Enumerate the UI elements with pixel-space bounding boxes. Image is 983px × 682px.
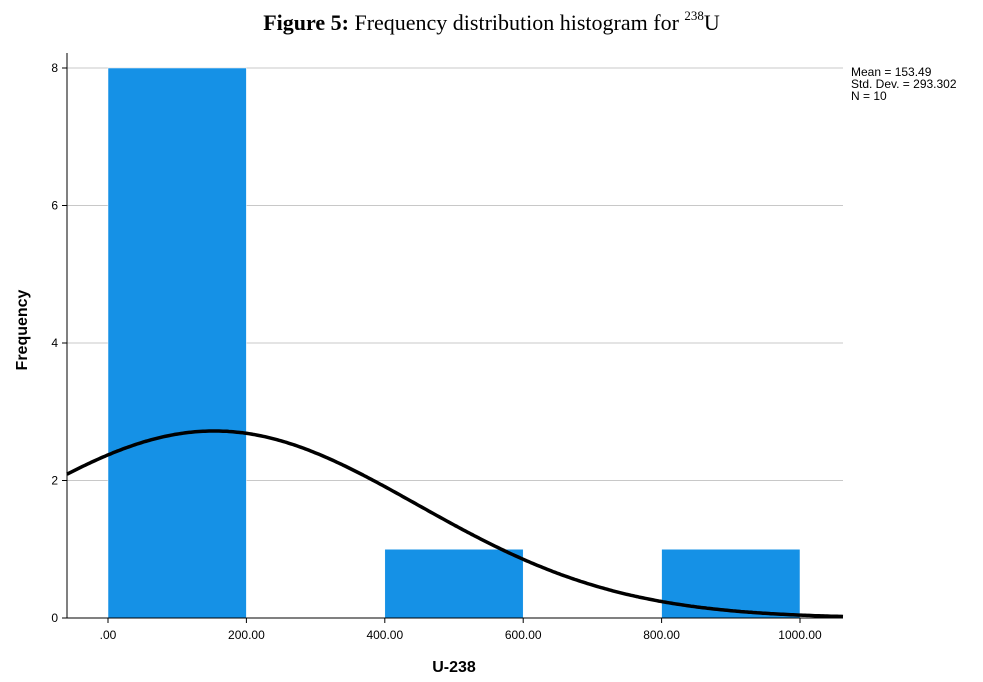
x-tick-label-1: 200.00 [228, 628, 265, 642]
figure-title: Figure 5: Frequency distribution histogr… [0, 8, 983, 36]
figure-caption: Frequency distribution histogram for [354, 10, 679, 35]
y-tick-label-4: 4 [51, 336, 58, 350]
normal-curve [66, 429, 844, 619]
isotope-mass: 238 [684, 8, 704, 23]
x-tick-label-5: 1000.00 [778, 628, 822, 642]
histogram-bar-0 [107, 67, 247, 619]
x-tick-label-4: 800.00 [643, 628, 680, 642]
x-tick-label-3: 600.00 [505, 628, 542, 642]
x-tick-label-2: 400.00 [366, 628, 403, 642]
x-tick-label-0: .00 [100, 628, 117, 642]
histogram-bar-4 [661, 549, 801, 619]
y-axis-title: Frequency [14, 289, 31, 370]
y-tick-label-6: 6 [51, 199, 58, 213]
y-tick-label-2: 2 [51, 474, 58, 488]
y-tick-label-0: 0 [51, 611, 58, 625]
y-tick-label-8: 8 [51, 61, 58, 75]
stats-line-0: Mean = 153.49 [851, 65, 932, 79]
isotope-symbol: U [703, 10, 720, 35]
stats-line-2: N = 10 [851, 89, 887, 103]
stats-line-1: Std. Dev. = 293.302 [851, 77, 957, 91]
axes: 0 2 4 6 8 .00 200.00 400.00 600.00 800.00 1000.00 [51, 53, 843, 642]
x-axis-title: U-238 [432, 659, 476, 676]
figure-label: Figure 5: [263, 10, 349, 35]
normal-curve-layer [66, 429, 844, 619]
histogram-bar-2 [384, 549, 524, 619]
